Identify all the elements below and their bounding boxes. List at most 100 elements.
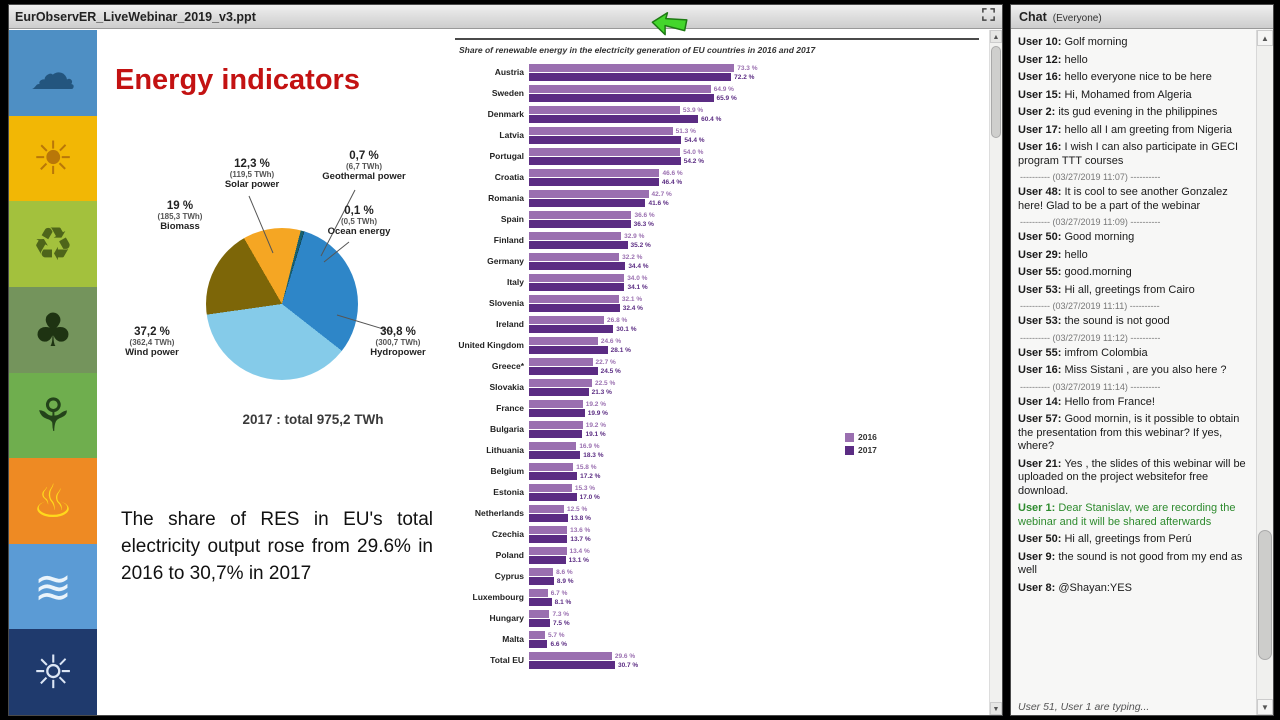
bar-value-label: 19.2 %: [585, 421, 606, 429]
bar-2017: [529, 556, 566, 564]
bar-value-label: 17.0 %: [579, 493, 600, 501]
chat-username: User 1:: [1018, 502, 1059, 514]
slide-scroll-down-icon[interactable]: ▼: [990, 702, 1002, 715]
bar-row: France 19.2 % 19.9 %: [455, 398, 979, 419]
bar-country-label: Lithuania: [486, 445, 524, 455]
solar-energy-glyph: ☀: [32, 131, 74, 186]
chat-scrollbar[interactable]: ▲ ▼: [1256, 30, 1273, 715]
ocean-energy-icon: ≋: [9, 543, 97, 630]
bar-2016: [529, 169, 660, 177]
chat-timestamp: ---------- (03/27/2019 11:09) ----------: [1020, 217, 1161, 227]
chat-username: User 29:: [1018, 248, 1065, 261]
bar-value-label: 24.5 %: [600, 367, 621, 375]
bar-country-label: Total EU: [490, 655, 524, 665]
chat-message: User 50: Hi all, greetings from Perú: [1018, 533, 1252, 547]
chat-text: Hi, Mohamed from Algeria: [1064, 88, 1192, 101]
bar-2016: [529, 400, 583, 408]
chat-username: User 16:: [1018, 71, 1065, 83]
bar-value-label: 54.4 %: [684, 136, 705, 144]
bar-2016: [529, 127, 673, 135]
chat-message: User 14: Hello from France!: [1018, 396, 1252, 410]
pie-chart: 12,3 % (119,5 TWh) Solar power 0,7 % (6,7 TW…: [97, 150, 457, 412]
bar-country-label: Germany: [487, 256, 524, 266]
solar-energy-icon: ☀: [9, 115, 97, 202]
chat-message: User 53: Hi all, greetings from Cairo: [1018, 284, 1252, 298]
chat-timestamp: ---------- (03/27/2019 11:07) ----------: [1020, 172, 1161, 182]
slide-scroll-thumb[interactable]: [991, 46, 1001, 138]
chat-username: User 57:: [1018, 413, 1065, 425]
chat-username: User 53:: [1018, 315, 1065, 327]
bar-2017: [529, 262, 626, 270]
bar-2017: [529, 199, 646, 207]
chat-username: User 16:: [1018, 364, 1065, 376]
bar-2016: [529, 274, 625, 282]
chat-text: the sound is not good from my end as wel…: [1018, 550, 1243, 577]
pie-label-ocean-energy: 0,1 % (0,5 TWh) Ocean energy: [327, 205, 391, 237]
chat-text: Miss Sistani , are you also here ?: [1064, 364, 1227, 376]
bar-2017: [529, 640, 548, 648]
bar-row: Ireland 26.8 % 30.1 %: [455, 314, 979, 335]
pie-label-wind-power: 37,2 % (362,4 TWh) Wind power: [125, 326, 179, 358]
bar-2016: [529, 316, 605, 324]
bar-value-label: 13.8 %: [570, 514, 591, 522]
chat-username: User 10:: [1018, 36, 1065, 48]
bar-value-label: 17.2 %: [580, 472, 601, 480]
bar-value-label: 30.1 %: [616, 325, 637, 333]
bar-row: Croatia 46.6 % 46.4 %: [455, 167, 979, 188]
bar-row: Italy 34.0 % 34.1 %: [455, 272, 979, 293]
chat-scroll-thumb[interactable]: [1258, 530, 1272, 661]
bar-country-label: Poland: [495, 550, 524, 560]
slide-scroll-up-icon[interactable]: ▲: [990, 30, 1002, 43]
bar-row: Finland 32.9 % 35.2 %: [455, 230, 979, 251]
chat-text: Hello from France!: [1064, 395, 1155, 408]
bar-2017: [529, 283, 625, 291]
pointer-arrow-icon: [647, 7, 690, 46]
bar-value-label: 5.7 %: [547, 631, 565, 639]
chat-message: User 50: Good morning: [1018, 231, 1252, 245]
chat-message: User 21: Yes , the slides of this webina…: [1018, 458, 1252, 499]
slide-icon-strip: ☁ ☀ ♻ ♣ ⚘ ♨ ≋ ☼: [9, 30, 97, 715]
chat-text: Hi all, greetings from Perú: [1064, 533, 1192, 545]
bar-2017: [529, 241, 628, 249]
fullscreen-icon[interactable]: [981, 7, 996, 27]
bar-row: Romania 42.7 % 41.6 %: [455, 188, 979, 209]
chat-text: Good mornin, is it possible to obtain th…: [1018, 413, 1240, 452]
bar-row: Slovakia 22.5 % 21.3 %: [455, 377, 979, 398]
pie-label-biomass: 19 % (185,3 TWh) Biomass: [157, 200, 203, 232]
slide-scrollbar[interactable]: ▲ ▼: [989, 30, 1002, 715]
bar-country-label: Bulgaria: [489, 424, 524, 434]
bar-row: Slovenia 32.1 % 32.4 %: [455, 293, 979, 314]
chat-username: User 50:: [1018, 231, 1065, 243]
bar-value-label: 30.7 %: [617, 661, 639, 669]
bar-row: Netherlands 12.5 % 13.8 %: [455, 503, 979, 524]
bar-value-label: 26.8 %: [607, 316, 628, 324]
sun-energy-glyph: ☼: [32, 645, 74, 700]
bar-country-label: Croatia: [494, 172, 524, 182]
bar-country-label: Finland: [493, 235, 524, 245]
bar-2016: [529, 106, 680, 114]
bar-2017: [529, 346, 608, 354]
bar-row: Bulgaria 19.2 % 19.1 %: [455, 419, 979, 440]
chat-scroll-down-icon[interactable]: ▼: [1257, 699, 1273, 715]
bar-2017: [529, 514, 568, 522]
biomass-energy-icon: ♻: [9, 201, 97, 287]
bar-row: Spain 36.6 % 36.3 %: [455, 209, 979, 230]
bar-value-label: 36.3 %: [633, 220, 654, 228]
bar-country-label: Spain: [500, 214, 524, 224]
chat-message: User 8: @Shayan:YES: [1018, 582, 1252, 596]
bar-row: Hungary 7.3 % 7.5 %: [455, 608, 979, 629]
bar-2017: [529, 367, 598, 375]
bar-value-label: 13.1 %: [568, 556, 589, 564]
bar-value-label: 42.7 %: [651, 190, 672, 198]
chat-scroll-up-icon[interactable]: ▲: [1257, 30, 1273, 46]
bar-value-label: 19.9 %: [587, 409, 608, 417]
bar-2017: [529, 178, 659, 186]
legend-label: 2017: [858, 445, 877, 455]
bar-country-label: Estonia: [493, 487, 524, 497]
bar-value-label: 36.6 %: [634, 211, 655, 219]
bar-2016: [529, 85, 711, 93]
bar-2017: [529, 472, 578, 480]
bar-2017: [529, 136, 682, 144]
bar-value-label: 13.7 %: [570, 535, 591, 543]
chat-header: Chat (Everyone): [1011, 5, 1273, 29]
